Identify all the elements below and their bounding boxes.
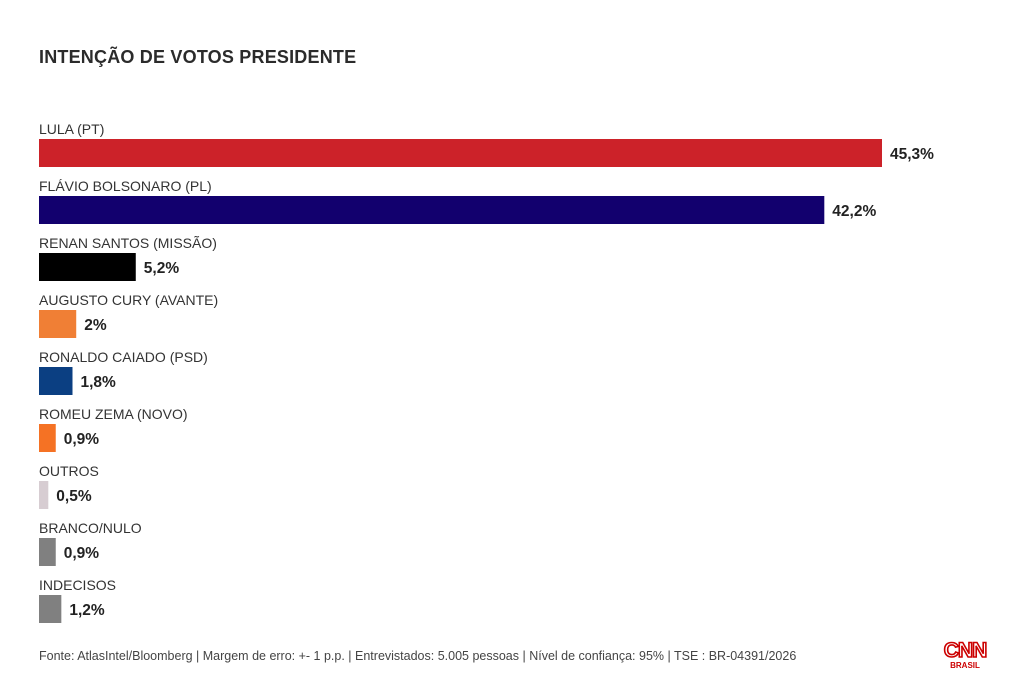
- category-label: FLÁVIO BOLSONARO (PL): [39, 178, 212, 194]
- value-label: 0,9%: [64, 431, 100, 448]
- source-footer: Fonte: AtlasIntel/Bloomberg | Margem de …: [39, 649, 797, 663]
- bar: [39, 424, 56, 452]
- category-label: ROMEU ZEMA (NOVO): [39, 406, 188, 422]
- value-label: 1,2%: [69, 602, 105, 619]
- chart-title: INTENÇÃO DE VOTOS PRESIDENTE: [39, 47, 357, 67]
- value-label: 2%: [84, 317, 107, 334]
- svg-text:BRASIL: BRASIL: [950, 661, 980, 670]
- category-label: OUTROS: [39, 463, 99, 479]
- bar: [39, 253, 136, 281]
- category-label: INDECISOS: [39, 577, 116, 593]
- bar: [39, 310, 77, 338]
- bar: [39, 196, 825, 224]
- value-label: 42,2%: [832, 203, 876, 220]
- value-label: 0,5%: [56, 488, 92, 505]
- value-label: 0,9%: [64, 545, 100, 562]
- category-label: LULA (PT): [39, 121, 104, 137]
- bar: [39, 595, 62, 623]
- value-label: 45,3%: [890, 146, 934, 163]
- svg-text:CNN: CNN: [944, 639, 987, 662]
- bar: [39, 538, 56, 566]
- value-label: 5,2%: [144, 260, 180, 277]
- category-label: RONALDO CAIADO (PSD): [39, 349, 208, 365]
- bar: [39, 139, 882, 167]
- category-label: AUGUSTO CURY (AVANTE): [39, 292, 218, 308]
- category-label: RENAN SANTOS (MISSÃO): [39, 235, 217, 251]
- bar: [39, 481, 49, 509]
- bar: [39, 367, 73, 395]
- category-label: BRANCO/NULO: [39, 520, 142, 536]
- cnn-brasil-logo: CNN BRASIL: [943, 638, 988, 670]
- value-label: 1,8%: [80, 374, 116, 391]
- bar-chart: LULA (PT) 45,3% FLÁVIO BOLSONARO (PL) 42,2%…: [39, 121, 934, 623]
